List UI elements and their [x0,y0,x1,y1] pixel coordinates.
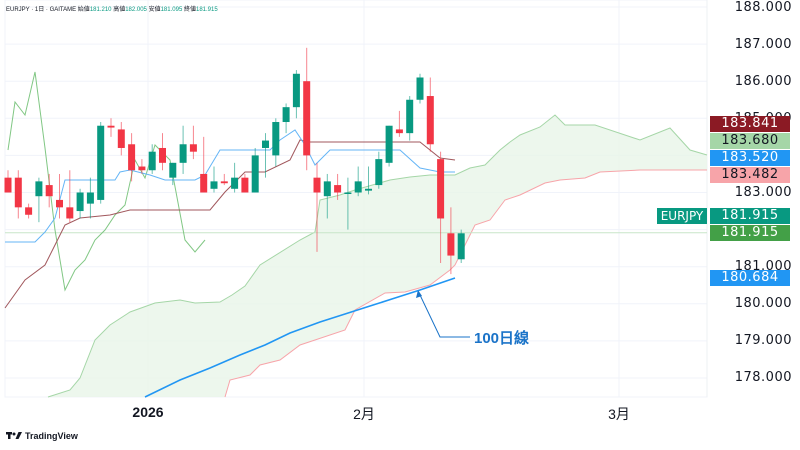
candle-body [365,188,372,191]
span-a-price-tag: 183.680 [710,133,790,149]
candle-body [14,177,22,208]
candle-body [179,144,187,163]
candle-body [262,140,269,148]
candle-body [220,181,228,184]
chart-legend: EURJPY · 1日 · GAITAME 始値181.210 高値182.00… [6,7,218,13]
time-tick-feb: 2月 [353,406,375,422]
candle-body [128,144,136,171]
close-price-tag: 181.915 [710,225,790,241]
price-tick: 178.000 [734,370,792,385]
ma100-line [144,277,456,398]
kijun-line [4,139,456,309]
price-tick: 180.000 [734,296,792,311]
ma100-annotation: 100日線 [474,330,530,347]
candle-body [76,192,84,212]
span-b-price-tag: 183.482 [710,167,790,183]
symbol-tag: EURJPY [657,208,707,224]
price-tick: 186.000 [734,74,792,89]
candle-body [138,166,146,171]
candle-body [303,81,311,156]
tradingview-brand[interactable]: TradingView [6,431,78,441]
candle-body [25,207,33,215]
legend-low: 181.095 [160,7,183,13]
candle-body [210,181,218,189]
candle-body [385,125,393,163]
legend-close: 181.915 [195,7,218,13]
candle-body [45,185,53,197]
span-b-line [224,169,707,398]
candle-body [313,177,321,193]
candle-body [241,177,249,193]
tenkan-line [5,129,455,243]
candle-body [406,99,414,134]
candle-body [107,125,115,128]
tradingview-logo-icon [6,432,22,439]
candle-body [395,129,403,134]
candle-body [56,199,63,208]
candle-body [200,173,208,193]
candle-body [159,147,166,163]
candle-body [375,159,383,186]
candle-body [457,233,465,260]
annotation-arrowhead-icon [416,290,422,298]
chikou-line [7,71,206,292]
candle-body [437,159,445,219]
candle-body [86,192,94,204]
candle-body [231,177,239,189]
price-tick: 179.000 [734,333,792,348]
candle-body [323,181,331,197]
legend-symbol: EURJPY · 1日 · GAITAME [6,7,77,13]
time-tick-mar: 3月 [608,406,630,422]
candle-body [169,162,177,178]
candle-body [272,122,280,156]
candle-body [66,207,74,219]
tenkan-price-tag: 183.520 [710,150,790,166]
candle-body [4,177,12,193]
price-tick: 187.000 [734,37,792,52]
last-price-tag: 181.915 [710,208,790,224]
candle-body [344,192,352,194]
candle-body [35,181,43,197]
candle-body [354,181,362,193]
candle-body [189,144,197,152]
price-tick: 183.000 [734,185,792,200]
candle-body [292,73,300,108]
ichimoku-cloud [48,115,707,397]
candle-body [282,107,290,123]
candle-body [416,77,424,100]
candle-body [117,129,125,148]
price-tick: 188.000 [734,0,792,15]
candle-body [251,155,259,193]
legend-high: 182.005 [125,7,147,13]
candle-body [447,233,455,256]
candle-body [334,185,342,193]
candle-body [97,125,105,200]
ma100-price-tag: 180.684 [710,270,790,286]
legend-open: 181.210 [89,7,112,13]
time-tick-2026: 2026 [132,404,164,420]
candle-body [426,96,434,145]
annotation-arrow-line [419,294,470,338]
kijun-price-tag: 183.841 [710,116,790,132]
candle-body [148,151,156,171]
